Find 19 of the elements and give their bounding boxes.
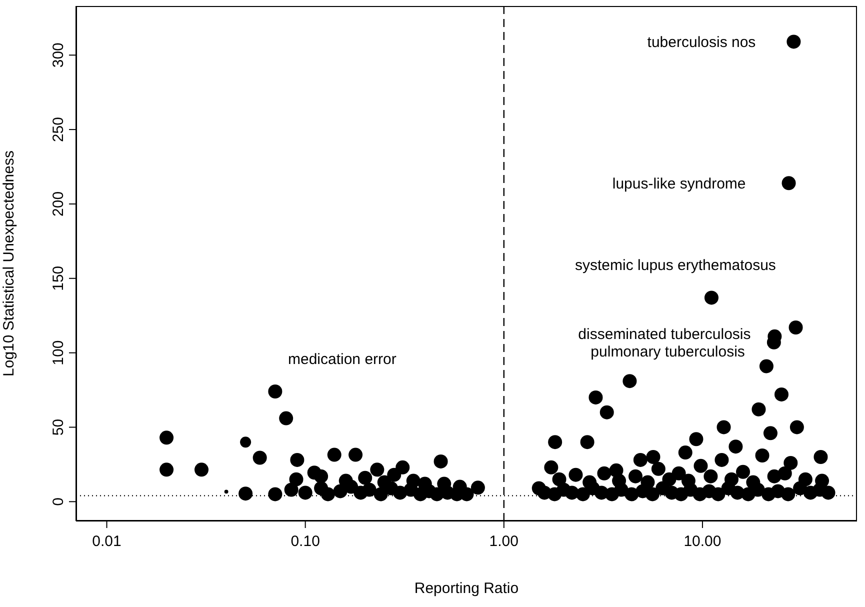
y-tick-label: 150 [50,266,67,291]
annotation: systemic lupus erythematosus [575,256,776,274]
annotation: tuberculosis nos [647,34,756,51]
y-tick-label: 0 [50,497,67,506]
y-tick-label: 300 [50,42,67,68]
y-tick-label: 250 [50,117,67,142]
x-tick-label: 1.00 [489,533,519,550]
y-tick-label: 50 [50,418,67,436]
x-axis-title: Reporting Ratio [414,580,519,597]
y-axis-title: Log10 Statistical Unexpectedness [0,150,18,376]
annotation: medication error [288,350,396,368]
annotation: pulmonary tuberculosis [590,344,745,361]
x-tick-label: 10.00 [684,533,722,550]
y-tick-label: 100 [50,340,67,366]
x-tick-label: 0.10 [290,533,320,550]
x-tick-label: 0.01 [92,533,122,550]
annotation: lupus-like syndrome [612,175,746,192]
annotation: disseminated tuberculosis [578,326,751,343]
y-tick-label: 200 [50,191,67,216]
